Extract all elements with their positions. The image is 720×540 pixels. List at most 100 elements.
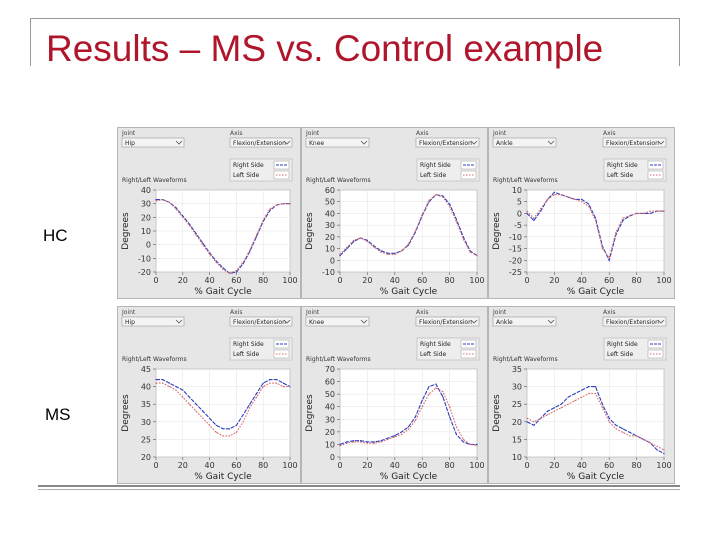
dropdown-value-joint: Knee: [309, 140, 324, 147]
data-point-right-side: [546, 410, 549, 412]
data-point-right-side: [622, 219, 624, 222]
chevron-down-icon: [360, 319, 368, 324]
dropdown-value-joint: Hip: [125, 319, 135, 326]
data-point-left-side: [339, 253, 341, 255]
chevron-down-icon: [175, 140, 183, 145]
data-point-left-side: [526, 417, 528, 419]
data-point-right-side: [175, 386, 177, 388]
y-tick-label: 10: [141, 227, 151, 236]
data-point-left-side: [229, 435, 231, 437]
y-tick-label: 0: [330, 256, 335, 265]
x-axis-title: % Gait Cycle: [567, 472, 625, 482]
data-point-left-side: [188, 224, 191, 227]
data-point-left-side: [235, 431, 237, 433]
chart-panel-hc-knee: Joint Knee Axis Flexion/Extension Right Side…: [301, 127, 488, 299]
data-point-left-side: [629, 215, 631, 217]
data-point-right-side: [168, 382, 170, 384]
data-point-left-side: [155, 200, 157, 202]
y-tick-label: 70: [325, 365, 335, 374]
data-point-left-side: [656, 210, 658, 212]
data-point-left-side: [428, 393, 430, 395]
data-point-right-side: [394, 252, 396, 254]
x-axis-title: % Gait Cycle: [194, 472, 252, 482]
data-point-left-side: [387, 438, 389, 440]
bottom-rule-thin: [38, 489, 680, 490]
data-point-left-side: [407, 428, 410, 430]
slide-frame-left: [30, 18, 31, 66]
x-axis-title: % Gait Cycle: [380, 287, 438, 297]
data-point-left-side: [182, 396, 184, 398]
data-point-left-side: [235, 270, 237, 272]
dropdown-joint[interactable]: [121, 137, 185, 148]
dropdown-joint[interactable]: [305, 137, 370, 148]
y-tick-label: 60: [325, 186, 335, 195]
data-point-right-side: [401, 431, 403, 433]
data-point-left-side: [188, 403, 191, 405]
data-point-right-side: [560, 403, 562, 405]
control-label-joint: Joint: [492, 309, 507, 316]
data-point-right-side: [526, 212, 528, 214]
data-point-right-side: [249, 403, 251, 405]
data-point-left-side: [222, 435, 224, 437]
dropdown-joint[interactable]: [492, 137, 557, 148]
y-axis-title: Degrees: [492, 394, 502, 432]
data-point-right-side: [414, 416, 416, 418]
data-point-left-side: [649, 442, 651, 444]
data-point-right-side: [656, 449, 658, 451]
plot-area: [526, 189, 665, 273]
data-point-left-side: [540, 417, 542, 419]
data-point-right-side: [581, 198, 583, 200]
plot-area: [155, 368, 291, 458]
data-point-right-side: [567, 396, 569, 398]
data-point-left-side: [359, 237, 362, 239]
x-tick-label: 60: [417, 276, 427, 285]
data-point-right-side: [346, 248, 348, 250]
dropdown-axis[interactable]: [415, 137, 480, 148]
dropdown-axis[interactable]: [229, 137, 293, 148]
data-point-right-side: [373, 441, 375, 443]
x-tick-label: 20: [549, 461, 559, 470]
data-point-left-side: [209, 253, 211, 255]
dropdown-axis[interactable]: [415, 316, 480, 327]
data-point-left-side: [255, 234, 258, 236]
data-point-right-side: [394, 435, 396, 437]
legend-swatch-box: [273, 349, 290, 359]
dropdown-value-joint: Hip: [125, 140, 135, 147]
data-point-right-side: [235, 271, 237, 273]
y-axis-title: Degrees: [305, 212, 315, 250]
data-point-left-side: [421, 406, 423, 408]
slide-frame-top: [30, 18, 680, 19]
y-tick-label: 30: [141, 200, 151, 209]
dropdown-axis[interactable]: [229, 316, 293, 327]
data-point-right-side: [162, 379, 164, 381]
data-point-left-side: [202, 244, 204, 246]
x-tick-label: 80: [258, 461, 268, 470]
x-tick-label: 100: [282, 461, 297, 470]
x-tick-label: 60: [417, 461, 427, 470]
dropdown-joint[interactable]: [121, 316, 185, 327]
data-point-left-side: [262, 219, 264, 221]
data-point-left-side: [394, 436, 396, 438]
dropdown-axis[interactable]: [602, 316, 667, 327]
data-point-left-side: [449, 205, 451, 207]
data-point-left-side: [242, 261, 244, 263]
data-point-left-side: [560, 407, 562, 409]
data-point-left-side: [168, 386, 170, 388]
y-tick-label: 10: [325, 440, 335, 449]
dropdown-joint[interactable]: [305, 316, 370, 327]
data-point-left-side: [414, 419, 416, 422]
plot-area: [339, 189, 478, 273]
y-tick-label: 30: [512, 383, 522, 392]
dropdown-axis[interactable]: [602, 137, 667, 148]
control-label-axis: Axis: [416, 309, 428, 316]
dropdown-joint[interactable]: [492, 316, 557, 327]
data-point-right-side: [588, 203, 590, 205]
data-point-left-side: [663, 449, 665, 451]
data-point-left-side: [222, 268, 224, 270]
legend-label: Left Side: [420, 172, 446, 179]
y-tick-label: 60: [325, 378, 335, 387]
bottom-rule: [38, 485, 680, 487]
y-tick-label: 45: [141, 365, 151, 374]
data-point-right-side: [346, 441, 348, 443]
data-point-left-side: [276, 204, 278, 206]
